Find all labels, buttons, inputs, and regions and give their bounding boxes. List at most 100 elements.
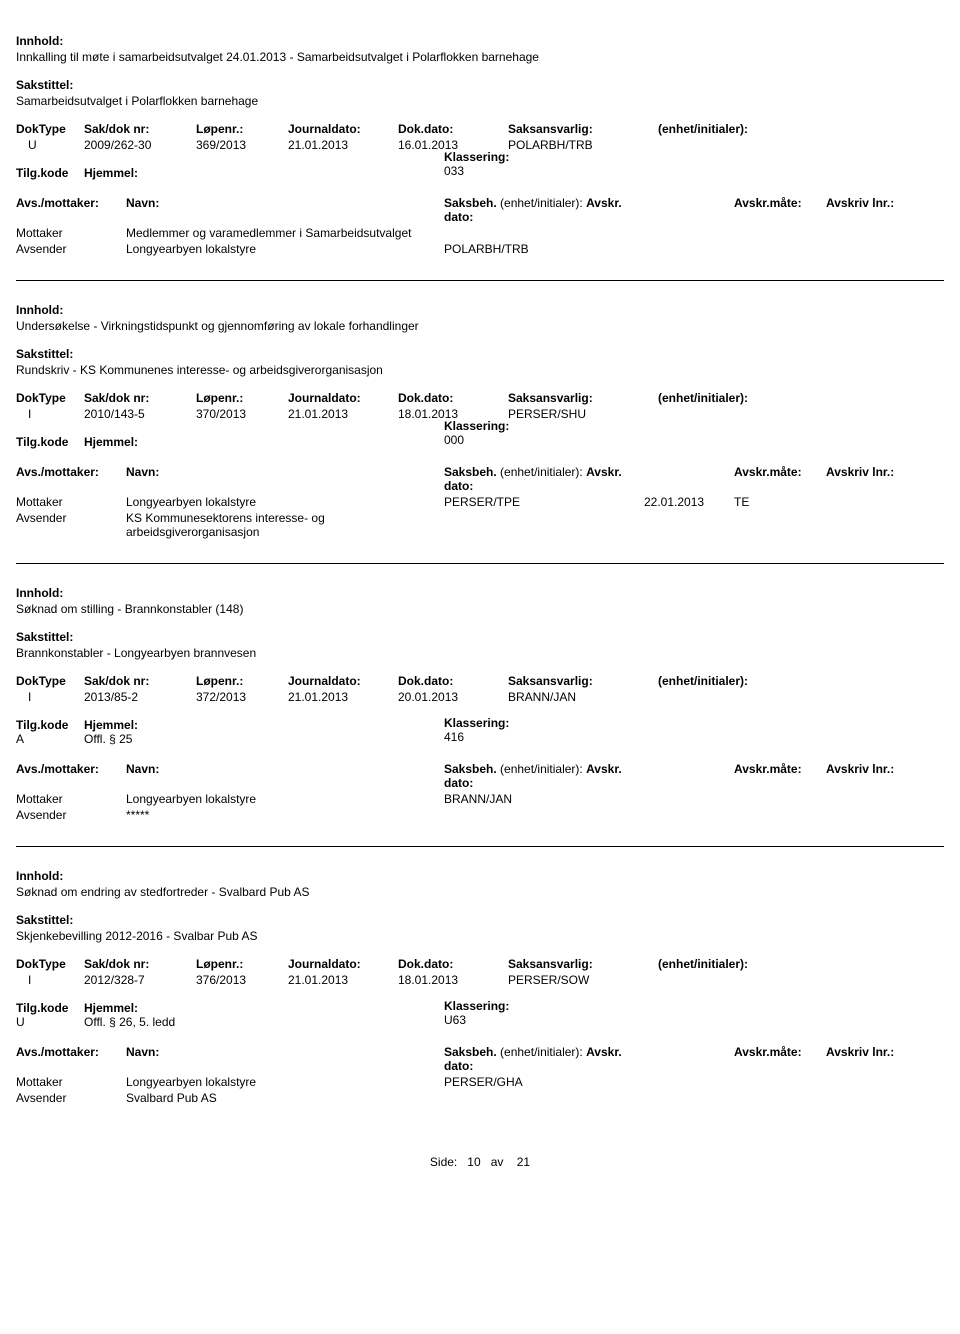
innhold-label: Innhold: [16, 586, 944, 600]
hjemmel-label: Hjemmel: [84, 166, 444, 180]
party-name: Medlemmer og varamedlemmer i Samarbeidsu… [126, 226, 444, 240]
record: Innhold: Undersøkelse - Virkningstidspun… [16, 281, 944, 564]
avskr-mate-label: Avskr.måte: [734, 1045, 826, 1073]
saksansvarlig-value: PERSER/SOW [508, 973, 658, 987]
sakdok-value: 2013/85-2 [84, 690, 196, 704]
party-avskr-dato [644, 242, 734, 256]
party-saksbeh [444, 1091, 644, 1105]
sakstittel-text: Skjenkebevilling 2012-2016 - Svalbar Pub… [16, 929, 944, 943]
avs-mottaker-label: Avs./mottaker: [16, 196, 126, 224]
party-name: Svalbard Pub AS [126, 1091, 444, 1105]
innhold-text: Søknad om stilling - Brannkonstabler (14… [16, 602, 944, 616]
party-saksbeh [444, 808, 644, 822]
journaldato-header: Journaldato: [288, 674, 398, 688]
party-avskr-mate: TE [734, 495, 826, 509]
doktype-value: I [16, 690, 84, 704]
lopenr-header: Løpenr.: [196, 957, 288, 971]
sakdok-header: Sak/dok nr: [84, 957, 196, 971]
avskriv-lnr-label: Avskriv lnr.: [826, 196, 944, 224]
avskriv-lnr-label: Avskriv lnr.: [826, 1045, 944, 1073]
navn-label: Navn: [126, 762, 444, 790]
party-role: Mottaker [16, 792, 126, 806]
doktype-value: U [16, 138, 84, 152]
avskriv-lnr-label: Avskriv lnr.: [826, 762, 944, 790]
avs-mottaker-label: Avs./mottaker: [16, 762, 126, 790]
party-role: Avsender [16, 511, 126, 539]
party-row: Mottaker Longyearbyen lokalstyre PERSER/… [16, 495, 944, 509]
saksansvarlig-value: POLARBH/TRB [508, 138, 658, 152]
enhet-header: (enhet/initialer): [658, 391, 944, 405]
hjemmel-label: Hjemmel: [84, 1001, 444, 1015]
saksansvarlig-header: Saksansvarlig: [508, 957, 658, 971]
party-avskr-dato [644, 1091, 734, 1105]
dokdato-header: Dok.dato: [398, 391, 508, 405]
sakstittel-label: Sakstittel: [16, 347, 944, 361]
klassering-label: Klassering: [444, 150, 944, 164]
doktype-header: DokType [16, 122, 84, 136]
journaldato-value: 21.01.2013 [288, 690, 398, 704]
party-avskr-dato [644, 511, 734, 539]
avs-header-row: Avs./mottaker: Navn: Saksbeh. (enhet/ini… [16, 465, 944, 493]
party-avskr-mate [734, 1091, 826, 1105]
enhet-header: (enhet/initialer): [658, 674, 944, 688]
tilgkode-label: Tilg.kode [16, 435, 84, 449]
party-saksbeh: PERSER/GHA [444, 1075, 644, 1089]
record: Innhold: Innkalling til møte i samarbeid… [16, 12, 944, 281]
party-name: Longyearbyen lokalstyre [126, 495, 444, 509]
hjemmel-label: Hjemmel: [84, 435, 444, 449]
party-avskr-dato: 22.01.2013 [644, 495, 734, 509]
sakdok-value: 2010/143-5 [84, 407, 196, 421]
party-role: Mottaker [16, 1075, 126, 1089]
hjemmel-value: Offl. § 26, 5. ledd [84, 1015, 444, 1029]
party-avskr-mate [734, 242, 826, 256]
avskr-mate-label: Avskr.måte: [734, 762, 826, 790]
sakstittel-label: Sakstittel: [16, 78, 944, 92]
innhold-text: Søknad om endring av stedfortreder - Sva… [16, 885, 944, 899]
tilgkode-value: U [16, 1015, 84, 1029]
side-label: Side: [430, 1155, 457, 1169]
navn-label: Navn: [126, 465, 444, 493]
record: Innhold: Søknad om endring av stedfortre… [16, 847, 944, 1129]
sakdok-value: 2009/262-30 [84, 138, 196, 152]
record-headers: DokType Sak/dok nr: Løpenr.: Journaldato… [16, 391, 944, 405]
journaldato-header: Journaldato: [288, 957, 398, 971]
tilg-row: Tilg.kode Hjemmel: [16, 166, 944, 180]
party-row: Mottaker Longyearbyen lokalstyre PERSER/… [16, 1075, 944, 1089]
innhold-label: Innhold: [16, 303, 944, 317]
avskr-mate-label: Avskr.måte: [734, 196, 826, 224]
doktype-header: DokType [16, 391, 84, 405]
party-avskr-mate [734, 226, 826, 240]
sakdok-header: Sak/dok nr: [84, 122, 196, 136]
party-avskr-mate [734, 808, 826, 822]
saksbeh-label: Saksbeh. (enhet/initialer): Avskr. dato: [444, 762, 644, 790]
saksbeh-label: Saksbeh. (enhet/initialer): Avskr. dato: [444, 196, 644, 224]
sakstittel-text: Brannkonstabler - Longyearbyen brannvese… [16, 646, 944, 660]
saksbeh-label: Saksbeh. (enhet/initialer): Avskr. dato: [444, 1045, 644, 1073]
sakstittel-text: Samarbeidsutvalget i Polarflokken barneh… [16, 94, 944, 108]
lopenr-value: 372/2013 [196, 690, 288, 704]
party-role: Mottaker [16, 495, 126, 509]
sakdok-value: 2012/328-7 [84, 973, 196, 987]
page-number: 10 [467, 1155, 480, 1169]
page-footer: Side: 10 av 21 [16, 1155, 944, 1169]
enhet-header: (enhet/initialer): [658, 957, 944, 971]
record-headers: DokType Sak/dok nr: Løpenr.: Journaldato… [16, 674, 944, 688]
saksansvarlig-header: Saksansvarlig: [508, 122, 658, 136]
saksansvarlig-header: Saksansvarlig: [508, 391, 658, 405]
doktype-header: DokType [16, 674, 84, 688]
sakstittel-label: Sakstittel: [16, 913, 944, 927]
avs-header-row: Avs./mottaker: Navn: Saksbeh. (enhet/ini… [16, 762, 944, 790]
party-name: Longyearbyen lokalstyre [126, 1075, 444, 1089]
record-values: I 2012/328-7 376/2013 21.01.2013 18.01.2… [16, 973, 944, 987]
party-avskr-dato [644, 808, 734, 822]
av-label: av [491, 1155, 504, 1169]
avskriv-lnr-label: Avskriv lnr.: [826, 465, 944, 493]
avs-header-row: Avs./mottaker: Navn: Saksbeh. (enhet/ini… [16, 1045, 944, 1073]
tilgkode-label: Tilg.kode [16, 718, 84, 732]
dokdato-header: Dok.dato: [398, 674, 508, 688]
lopenr-value: 369/2013 [196, 138, 288, 152]
party-avskr-mate [734, 792, 826, 806]
lopenr-header: Løpenr.: [196, 674, 288, 688]
record-headers: DokType Sak/dok nr: Løpenr.: Journaldato… [16, 957, 944, 971]
saksansvarlig-value: BRANN/JAN [508, 690, 658, 704]
